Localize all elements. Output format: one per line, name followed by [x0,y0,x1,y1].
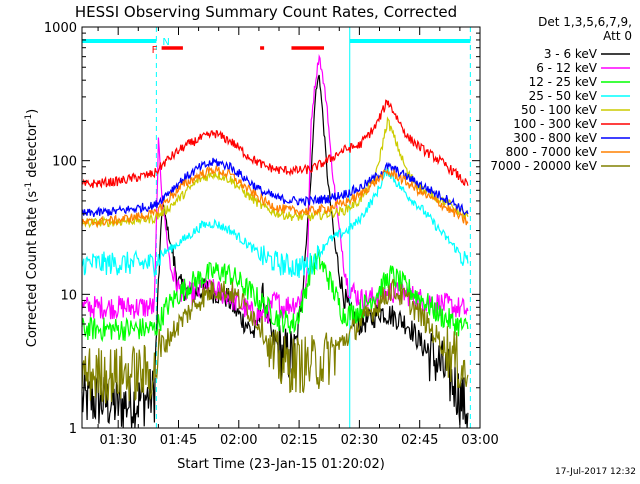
plot-frame [81,26,481,429]
detector-info-line1: Det 1,3,5,6,7,9, [538,15,632,29]
x-axis-label: Start Time (23-Jan-15 01:20:02) [177,457,385,472]
y-axis-label-end: ) [25,109,40,114]
series-line-5 [81,99,469,189]
y-axis-label-mid: detector [25,122,40,182]
x-tick-label: 01:45 [160,433,197,448]
night-flag-label: N [162,37,169,48]
series-line-4 [81,116,469,229]
legend-label-1: 6 - 12 keV [536,61,598,75]
plot-area: FN [81,27,471,429]
y-axis-label-sup1: -1 [24,182,34,191]
x-tick-label: 01:30 [99,433,136,448]
x-tick-label: 03:00 [461,433,498,448]
series-line-7 [81,165,469,229]
x-tick-label: 02:30 [341,433,378,448]
x-tick-label: 02:45 [401,433,438,448]
series-line-6 [81,157,469,218]
legend-label-7: 800 - 7000 keV [506,145,598,159]
legend-label-0: 3 - 6 keV [544,47,598,61]
legend-label-4: 50 - 100 keV [521,103,598,117]
chart-title: HESSI Observing Summary Count Rates, Cor… [75,3,457,21]
y-tick-label: 1 [69,422,77,437]
y-axis-label-sup2: -1 [24,114,34,123]
legend-label-8: 7000 - 20000 keV [490,159,597,173]
x-tick-label: 02:00 [220,433,257,448]
series-line-0 [81,74,469,429]
y-axis-label: Corrected Count Rate (s-1 detector-1) [24,109,40,347]
flare-flag-label: F [152,45,158,56]
y-axis-label-main: Corrected Count Rate (s [25,191,40,348]
x-tick-label: 02:15 [280,433,317,448]
y-tick-label: 100 [52,155,77,170]
axes: 01:30 01:45 02:00 02:15 02:30 02:45 03:00 1 10 10… [44,21,499,448]
detector-info-line2: Att 0 [603,29,632,43]
y-tick-label: 1000 [44,21,77,36]
legend-label-2: 12 - 25 keV [529,75,598,89]
series-line-3 [81,165,469,279]
legend-label-5: 100 - 300 keV [513,117,597,131]
footer-date: 17-Jul-2017 12:32 [555,467,636,477]
y-tick-label: 10 [60,288,77,303]
series-line-8 [81,278,469,404]
legend-label-6: 300 - 800 keV [513,131,597,145]
legend-label-3: 25 - 50 keV [529,89,598,103]
series-line-2 [81,249,469,343]
series-line-1 [81,54,469,326]
